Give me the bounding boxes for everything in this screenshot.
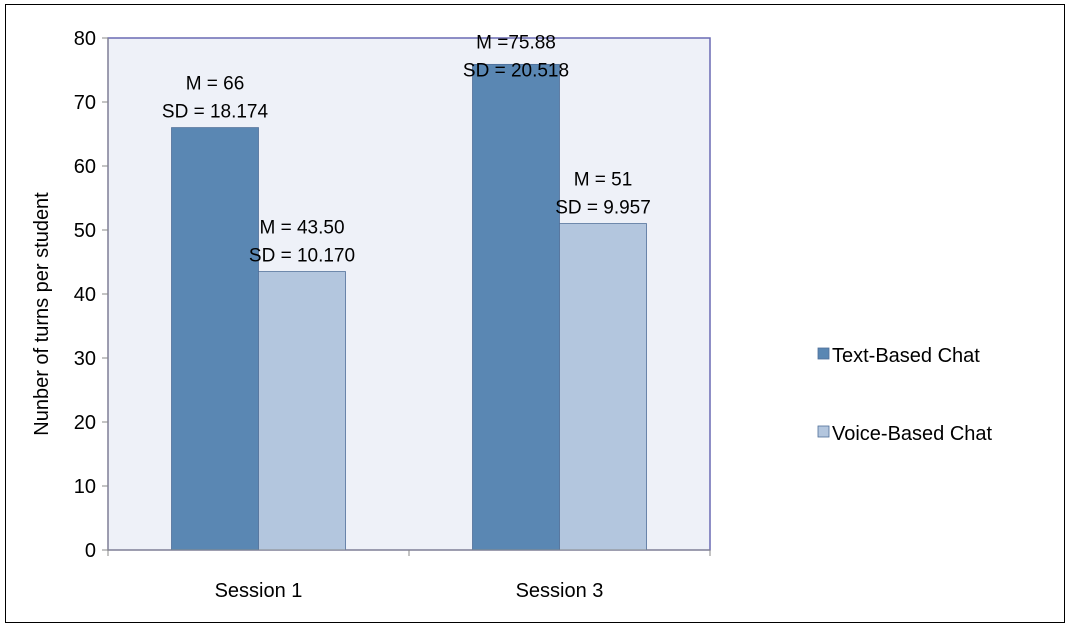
y-tick-label: 50 xyxy=(74,220,96,242)
y-axis-label: Nunber of turns per student xyxy=(31,192,53,436)
y-tick-label: 10 xyxy=(74,476,96,498)
bar-text-based-chat-session-3 xyxy=(472,63,560,551)
data-label: M = 66 xyxy=(186,74,245,95)
legend-swatch xyxy=(817,425,830,438)
y-tick-label: 70 xyxy=(74,92,96,114)
bar-text-based-chat-session-1 xyxy=(171,127,259,551)
legend-label: Text-Based Chat xyxy=(832,345,980,367)
x-tick-label: Session 3 xyxy=(516,580,604,602)
data-label: M = 43.50 xyxy=(259,218,344,239)
data-label: SD = 10.170 xyxy=(249,246,355,267)
data-label: M =75.88 xyxy=(476,32,556,53)
legend-swatch xyxy=(817,347,830,360)
y-tick-label: 40 xyxy=(74,284,96,306)
legend-label: Voice-Based Chat xyxy=(832,423,993,445)
y-tick-label: 30 xyxy=(74,348,96,370)
y-tick-label: 80 xyxy=(74,28,96,50)
y-tick-label: 60 xyxy=(74,156,96,178)
y-tick-label: 20 xyxy=(74,412,96,434)
bar-voice-based-chat-session-3 xyxy=(559,223,647,551)
legend: Text-Based Chat Voice-Based Chat xyxy=(817,345,993,445)
data-label: SD = 20.518 xyxy=(463,60,569,81)
data-label: SD = 18.174 xyxy=(162,102,269,123)
data-label: SD = 9.957 xyxy=(555,198,651,219)
x-tick-label: Session 1 xyxy=(215,580,303,602)
data-label: M = 51 xyxy=(574,170,633,191)
bar-voice-based-chat-session-1 xyxy=(258,271,346,551)
y-tick-label: 0 xyxy=(85,540,96,562)
